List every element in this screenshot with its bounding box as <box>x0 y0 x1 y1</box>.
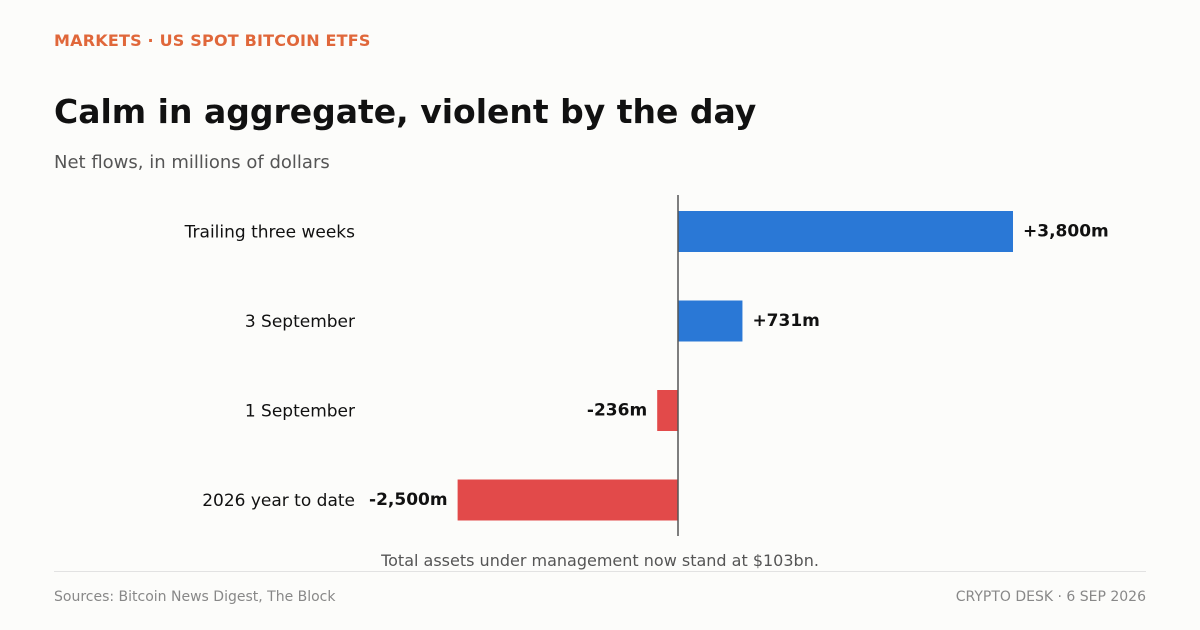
category-label: 1 September <box>245 402 355 422</box>
value-label: -236m <box>587 401 647 421</box>
value-label: +3,800m <box>1023 222 1109 242</box>
bar-chart: Trailing three weeks +3,800m 3 September +7… <box>184 195 1109 536</box>
bar <box>657 390 678 431</box>
bar <box>457 479 678 521</box>
bar <box>678 211 1013 252</box>
category-label: Trailing three weeks <box>184 223 355 243</box>
chart-note: Total assets under management now stand … <box>381 551 819 570</box>
category-label: 2026 year to date <box>202 491 355 511</box>
value-label: +731m <box>752 311 819 331</box>
value-label: -2,500m <box>369 490 448 510</box>
chart-title: Calm in aggregate, violent by the day <box>54 92 757 131</box>
chart-subtitle: Net flows, in millions of dollars <box>54 152 330 173</box>
source-text: Sources: Bitcoin News Digest, The Block <box>54 589 336 605</box>
footer-divider <box>54 571 1146 572</box>
kicker: MARKETS · US SPOT BITCOIN ETFS <box>54 31 371 50</box>
credit-text: CRYPTO DESK · 6 SEP 2026 <box>955 589 1146 605</box>
bar <box>678 300 743 342</box>
category-label: 3 September <box>245 312 355 332</box>
